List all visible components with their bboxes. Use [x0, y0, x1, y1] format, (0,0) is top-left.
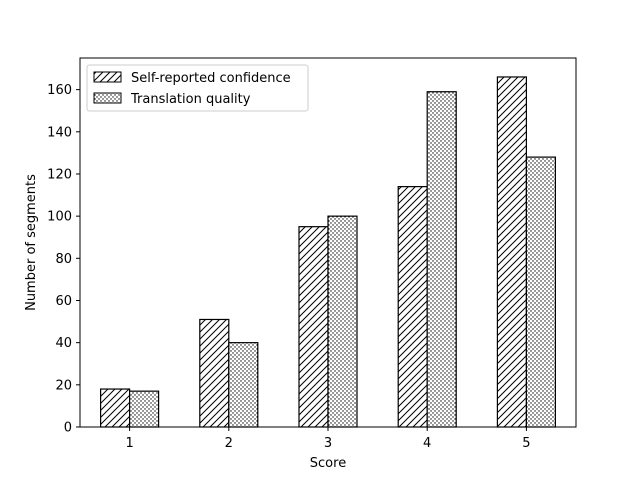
- y-tick-label: 40: [55, 336, 72, 351]
- y-tick-label: 20: [55, 378, 72, 393]
- bar-series-2-score-3: [327, 215, 358, 428]
- y-tick-label: 160: [47, 83, 72, 98]
- bar-series-2-score-5: [525, 156, 557, 428]
- legend-swatch-series-1: [93, 71, 122, 83]
- x-tick-label: 4: [423, 436, 431, 451]
- y-tick-label: 80: [55, 252, 72, 267]
- y-tick-label: 100: [47, 210, 72, 225]
- x-axis: 1 2 3 4 5: [125, 427, 531, 451]
- bar-series-1-score-4: [397, 186, 428, 428]
- x-tick-label: 2: [225, 436, 233, 451]
- bar-series-1-score-3: [298, 226, 329, 428]
- bar-series-1-score-1: [99, 388, 131, 428]
- x-tick-label: 1: [125, 436, 133, 451]
- legend-swatch-series-2: [93, 92, 122, 104]
- legend-label-series-2: Translation quality: [130, 92, 251, 107]
- legend-label-series-1: Self-reported confidence: [131, 71, 291, 86]
- y-tick-label: 140: [47, 125, 72, 140]
- y-tick-label: 120: [47, 167, 72, 182]
- y-tick-label: 0: [64, 421, 72, 436]
- y-tick-label: 60: [55, 294, 72, 309]
- bar-series-1-score-2: [199, 318, 230, 428]
- x-axis-label: Score: [310, 456, 346, 471]
- legend: Self-reported confidence Translation qual…: [86, 64, 309, 112]
- y-axis: 0 20 40 60 80 100 120 140 160: [47, 83, 80, 436]
- y-axis-label: Number of segments: [24, 174, 39, 311]
- bar-series-1-score-5: [496, 76, 527, 428]
- legend-box: [86, 64, 309, 112]
- bar-series-2-score-1: [129, 390, 160, 428]
- bar-series-2-score-2: [228, 342, 259, 428]
- x-tick-label: 5: [522, 436, 530, 451]
- x-tick-label: 3: [324, 436, 332, 451]
- bars-layer: [99, 76, 557, 428]
- bar-series-2-score-4: [426, 91, 457, 428]
